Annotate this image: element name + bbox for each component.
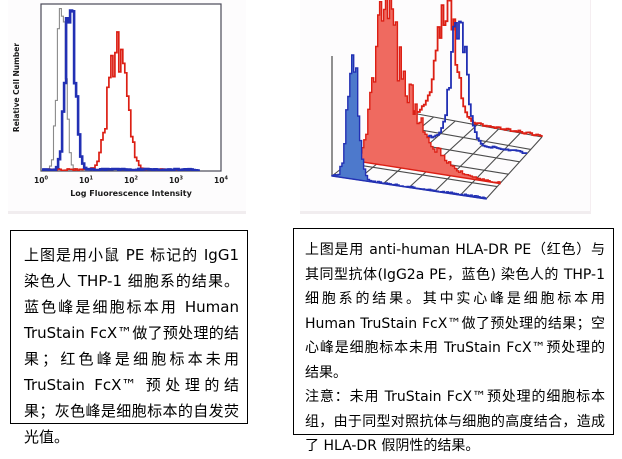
left-histogram-plot: 100 101 102 103 104 Log Fluorescence Intensit… [12, 3, 228, 198]
left-figure-panel: 100 101 102 103 104 Log Fluorescence Intensit… [8, 0, 246, 214]
svg-text:102: 102 [124, 176, 138, 186]
svg-text:101: 101 [79, 176, 93, 186]
svg-text:103: 103 [169, 176, 183, 186]
right-caption-box: 上图是用 anti-human HLA-DR PE（红色）与其同型抗体(IgG2… [293, 228, 614, 454]
svg-text:100: 100 [34, 176, 48, 186]
right-caption-text-1: 上图是用 anti-human HLA-DR PE（红色）与其同型抗体(IgG2… [305, 242, 605, 381]
right-figure-panel [300, 0, 591, 214]
right-caption-text-2: 注意：未用 TruStain FcX™预处理的细胞标本组，由于同型对照抗体与细胞… [305, 389, 605, 454]
svg-text:Relative Cell Number: Relative Cell Number [12, 43, 21, 132]
left-caption-text: 上图是用小鼠 PE 标记的 IgG1 染色人 THP-1 细胞系的结果。蓝色峰是… [24, 246, 239, 446]
left-caption-box: 上图是用小鼠 PE 标记的 IgG1 染色人 THP-1 细胞系的结果。蓝色峰是… [10, 230, 248, 446]
figure-document: { "page": {"background": "#ffffff"}, "co… [8, 0, 614, 454]
svg-text:Log Fluorescence Intensity: Log Fluorescence Intensity [70, 189, 192, 198]
right-3d-histogram-plot [331, 0, 543, 200]
svg-text:104: 104 [214, 176, 228, 186]
